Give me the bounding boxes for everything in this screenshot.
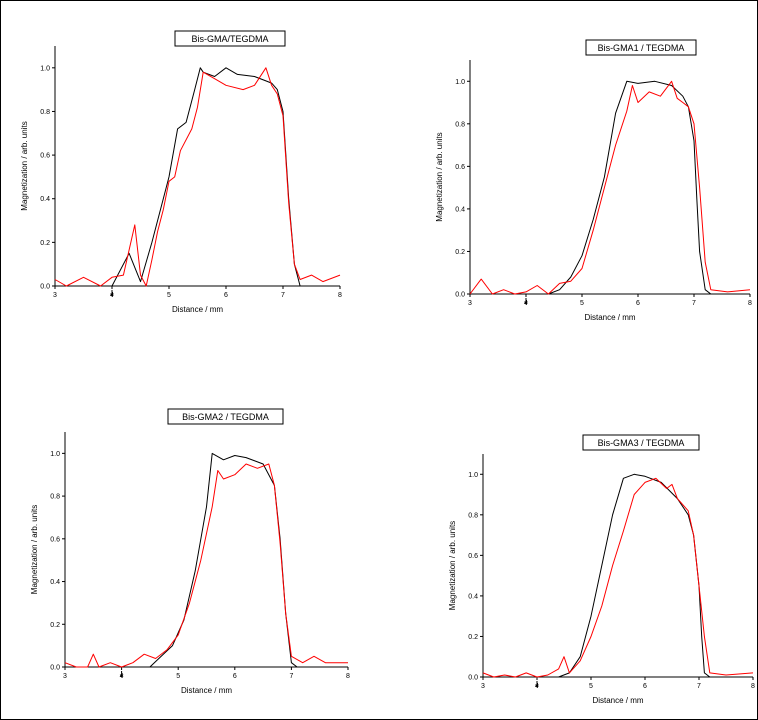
x-tick-label: 8 (751, 683, 755, 690)
position-marker-arrow (535, 684, 539, 688)
y-tick-label: 0.8 (50, 494, 60, 501)
chart-title: Bis-GMA3 / TEGDMA (598, 438, 685, 448)
position-marker-arrow (110, 293, 114, 297)
x-tick-label: 5 (167, 292, 171, 299)
y-tick-label: 0.6 (50, 536, 60, 543)
y-tick-label: 1.0 (50, 451, 60, 458)
y-tick-label: 0.4 (50, 579, 60, 586)
chart-panel-4: Bis-GMA3 / TEGDMA3456780.00.20.40.60.81.… (448, 434, 755, 705)
y-tick-label: 1.0 (468, 472, 478, 479)
x-tick-label: 6 (224, 292, 228, 299)
x-axis-label: Distance / mm (172, 305, 223, 314)
y-tick-label: 0.8 (40, 109, 50, 116)
x-tick-label: 5 (176, 673, 180, 680)
x-tick-label: 7 (692, 300, 696, 307)
series-line-1 (483, 473, 753, 678)
series-line-1 (55, 67, 340, 287)
y-tick-label: 0.6 (40, 153, 50, 160)
x-tick-label: 6 (233, 673, 237, 680)
x-tick-label: 8 (338, 292, 342, 299)
y-axis-label: Magnetization / arb. units (20, 121, 29, 210)
series-line-2 (469, 80, 751, 295)
x-tick-label: 7 (289, 673, 293, 680)
y-tick-label: 0.0 (40, 284, 50, 291)
position-marker-arrow (524, 301, 528, 305)
y-axis-label: Magnetization / arb. units (435, 132, 444, 221)
x-tick-label: 7 (697, 683, 701, 690)
chart-title-box (167, 408, 284, 425)
x-tick-label: 3 (53, 292, 57, 299)
y-tick-label: 0.0 (50, 665, 60, 672)
y-tick-label: 0.6 (468, 553, 478, 560)
y-axis-label: Magnetization / arb. units (448, 521, 457, 610)
x-tick-label: 8 (748, 300, 752, 307)
series-line-2 (482, 477, 754, 678)
y-tick-label: 1.0 (40, 65, 50, 72)
x-tick-label: 5 (589, 683, 593, 690)
y-tick-label: 0.8 (455, 121, 465, 128)
chart-title: Bis-GMA/TEGDMA (191, 34, 268, 44)
chart-title-box (582, 434, 700, 451)
y-tick-label: 0.2 (40, 240, 50, 247)
series-line-2 (54, 67, 341, 287)
chart-panel-1: Bis-GMA/TEGDMA3456780.00.20.40.60.81.0Di… (20, 30, 342, 314)
y-tick-label: 0.4 (468, 593, 478, 600)
y-tick-label: 0.4 (455, 206, 465, 213)
chart-panel-3: Bis-GMA2 / TEGDMA3456780.00.20.40.60.81.… (30, 408, 350, 695)
x-tick-label: 7 (281, 292, 285, 299)
y-tick-label: 0.0 (468, 675, 478, 682)
y-tick-label: 1.0 (455, 79, 465, 86)
x-tick-label: 8 (346, 673, 350, 680)
x-axis-label: Distance / mm (592, 696, 643, 705)
chart-title: Bis-GMA1 / TEGDMA (598, 43, 685, 53)
y-tick-label: 0.0 (455, 292, 465, 299)
x-axis-label: Distance / mm (584, 313, 635, 322)
x-tick-label: 6 (636, 300, 640, 307)
chart-title: Bis-GMA2 / TEGDMA (182, 412, 269, 422)
x-tick-label: 5 (580, 300, 584, 307)
y-tick-label: 0.8 (468, 512, 478, 519)
series-line-1 (65, 452, 348, 668)
y-tick-label: 0.2 (455, 249, 465, 256)
x-tick-label: 3 (481, 683, 485, 690)
x-tick-label: 3 (468, 300, 472, 307)
y-tick-label: 0.2 (468, 634, 478, 641)
x-axis-label: Distance / mm (181, 686, 232, 695)
chart-title-box (585, 39, 697, 56)
y-tick-label: 0.4 (40, 196, 50, 203)
position-marker-arrow (119, 674, 124, 678)
chart-panel-2: Bis-GMA1 / TEGDMA3456780.00.20.40.60.81.… (435, 39, 752, 322)
x-tick-label: 3 (63, 673, 67, 680)
chart-title-box (174, 30, 286, 47)
series-line-2 (64, 463, 348, 668)
y-axis-label: Magnetization / arb. units (30, 505, 39, 594)
series-line-1 (470, 80, 750, 295)
y-tick-label: 0.2 (50, 622, 60, 629)
y-tick-label: 0.6 (455, 164, 465, 171)
x-tick-label: 6 (643, 683, 647, 690)
